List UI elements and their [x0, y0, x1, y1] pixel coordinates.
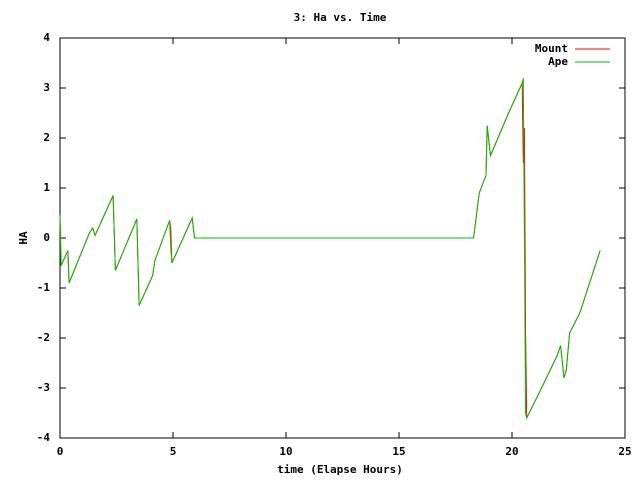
y-axis-label: HA [17, 231, 30, 245]
y-tick-label: 4 [43, 31, 50, 44]
y-tick-label: 0 [43, 231, 50, 244]
y-tick-label: -2 [37, 331, 50, 344]
legend-label: Mount [535, 42, 568, 55]
y-tick-label: 2 [43, 131, 50, 144]
x-tick-label: 10 [279, 445, 292, 458]
y-tick-label: -3 [37, 381, 50, 394]
x-tick-label: 25 [618, 445, 631, 458]
x-tick-label: 20 [505, 445, 518, 458]
x-tick-label: 0 [57, 445, 64, 458]
x-axis-label: time (Elapse Hours) [277, 463, 403, 476]
x-tick-label: 15 [392, 445, 405, 458]
x-tick-label: 5 [170, 445, 177, 458]
y-tick-label: -1 [37, 281, 51, 294]
y-tick-label: -4 [37, 431, 51, 444]
chart-title: 3: Ha vs. Time [294, 11, 387, 24]
line-series [59, 77, 601, 420]
line-series [59, 82, 601, 419]
y-tick-label: 1 [43, 181, 50, 194]
legend-label: Ape [548, 55, 568, 68]
y-tick-label: 3 [43, 81, 50, 94]
